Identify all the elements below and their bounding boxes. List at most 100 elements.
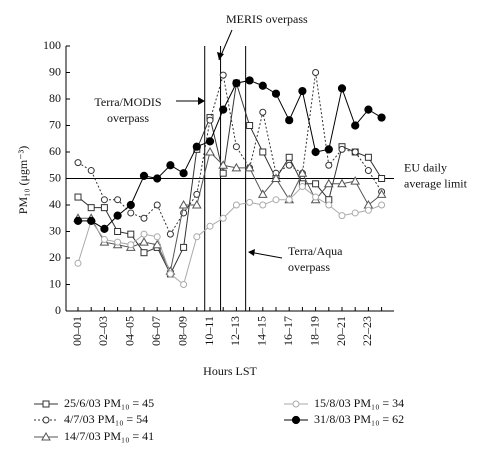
overpass-label: Terra/MODIS xyxy=(94,95,161,109)
point xyxy=(231,162,242,172)
point xyxy=(325,161,333,169)
point xyxy=(259,148,267,156)
x-tick-label: 02–03 xyxy=(96,316,110,346)
point xyxy=(257,189,268,198)
point xyxy=(351,209,359,217)
point xyxy=(205,137,215,146)
legend-marker xyxy=(292,400,300,408)
point xyxy=(127,230,135,238)
point xyxy=(100,196,108,204)
point xyxy=(232,143,240,151)
point xyxy=(259,108,267,116)
legend-marker xyxy=(42,416,50,424)
y-tick-label: 70 xyxy=(49,117,61,131)
point xyxy=(312,69,320,76)
point xyxy=(337,178,347,188)
y-tick-label: 60 xyxy=(49,144,61,158)
x-tick-label: 16–17 xyxy=(281,316,295,346)
x-tick-label: 12–13 xyxy=(228,316,242,346)
point xyxy=(87,167,95,175)
point xyxy=(114,228,122,235)
point xyxy=(271,173,281,182)
point xyxy=(338,212,346,220)
y-tick-label: 10 xyxy=(49,276,61,290)
x-tick-label: 20–21 xyxy=(334,316,348,346)
point xyxy=(139,237,149,246)
point xyxy=(258,81,267,90)
point xyxy=(206,222,214,230)
x-tick-label: 18–19 xyxy=(307,316,321,346)
x-tick-label: 06–07 xyxy=(149,316,163,346)
arrowhead xyxy=(248,249,255,256)
overpass-label: MERIS overpass xyxy=(226,12,308,26)
point xyxy=(364,206,372,214)
point xyxy=(179,169,188,178)
y-tick-label: 40 xyxy=(49,197,61,211)
point xyxy=(351,148,359,156)
x-axis-label: Hours LST xyxy=(203,364,257,378)
point xyxy=(73,216,83,225)
point xyxy=(152,239,163,249)
point xyxy=(140,214,148,222)
point xyxy=(87,204,95,212)
x-tick-label: 04–05 xyxy=(123,316,137,346)
point xyxy=(364,167,372,175)
point xyxy=(298,86,307,96)
arrowhead xyxy=(198,97,205,105)
point xyxy=(166,230,174,238)
y-tick-label: 0 xyxy=(55,303,61,317)
point xyxy=(324,145,333,154)
point xyxy=(153,201,161,209)
point xyxy=(87,216,96,225)
point xyxy=(219,71,227,79)
legend-label: 15/8/03 PM₁₀ = 34 xyxy=(314,396,404,410)
point xyxy=(246,122,254,129)
legend-label: 14/7/03 PM₁₀ = 41 xyxy=(64,429,154,443)
legend-marker xyxy=(42,400,50,408)
point xyxy=(191,199,202,209)
point xyxy=(259,201,267,209)
point xyxy=(325,201,333,209)
x-tick-label: 08–09 xyxy=(175,316,189,346)
point xyxy=(100,204,108,212)
point xyxy=(139,171,149,180)
point xyxy=(285,161,293,169)
point xyxy=(74,259,82,267)
point xyxy=(153,233,161,241)
point xyxy=(244,162,255,172)
point xyxy=(376,189,387,198)
point xyxy=(285,153,293,161)
point xyxy=(219,169,227,177)
point xyxy=(378,175,386,182)
point xyxy=(153,174,162,183)
point xyxy=(193,233,201,241)
point xyxy=(219,105,228,114)
point xyxy=(311,147,320,157)
point xyxy=(285,116,294,125)
point xyxy=(178,199,189,209)
point xyxy=(166,270,174,278)
point xyxy=(127,209,135,217)
legend-label: 25/6/03 PM₁₀ = 45 xyxy=(64,396,154,410)
point xyxy=(100,224,109,233)
legend-marker xyxy=(291,415,301,425)
point xyxy=(312,180,320,188)
series-line xyxy=(77,185,382,286)
point xyxy=(218,160,229,169)
point xyxy=(166,161,175,170)
point xyxy=(126,200,135,210)
point xyxy=(312,193,320,201)
point xyxy=(364,153,372,161)
point xyxy=(338,145,346,153)
y-tick-label: 30 xyxy=(49,223,61,237)
point xyxy=(180,243,188,251)
y-tick-label: 90 xyxy=(49,64,61,78)
point xyxy=(206,116,214,124)
point xyxy=(74,159,82,167)
point xyxy=(140,230,148,238)
arrow xyxy=(248,251,283,259)
point xyxy=(74,193,82,201)
overpass-label: Terra/Aqua xyxy=(288,244,343,258)
x-tick-label: 22–23 xyxy=(360,316,374,346)
